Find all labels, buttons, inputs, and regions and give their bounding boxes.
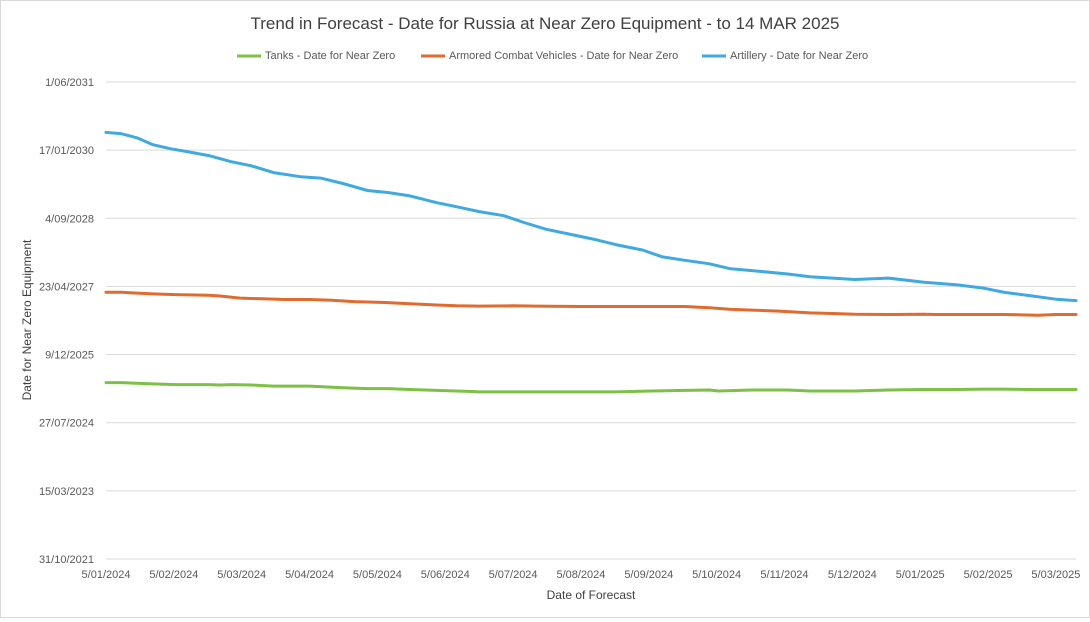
y-tick-label: 15/03/2023 <box>39 486 94 498</box>
x-tick-label: 5/05/2024 <box>353 569 402 581</box>
series-line-0 <box>104 381 1078 394</box>
legend-label-1: Armored Combat Vehicles - Date for Near … <box>449 50 678 62</box>
legend-label-2: Artillery - Date for Near Zero <box>730 50 868 62</box>
y-tick-label: 23/04/2027 <box>39 281 94 293</box>
gridlines <box>106 81 1076 492</box>
y-axis-ticks: 31/10/2021 15/03/2023 27/07/2024 9/12/2025 2… <box>39 77 94 566</box>
x-tick-label: 5/01/2025 <box>896 569 945 581</box>
x-tick-label: 5/11/2024 <box>760 569 808 581</box>
y-tick-label: 4/09/2028 <box>45 213 94 225</box>
legend: Tanks - Date for Near Zero Armored Combat… <box>237 50 868 62</box>
x-tick-label: 5/03/2024 <box>217 569 266 581</box>
series-line-2 <box>104 130 1078 303</box>
x-tick-label: 5/01/2024 <box>82 569 131 581</box>
x-tick-label: 5/12/2024 <box>828 569 877 581</box>
series-line-1 <box>104 290 1078 317</box>
x-tick-label: 5/10/2024 <box>692 569 741 581</box>
legend-label-0: Tanks - Date for Near Zero <box>265 50 395 62</box>
y-tick-label: 31/10/2021 <box>39 554 94 566</box>
chart-title: Trend in Forecast - Date for Russia at N… <box>251 14 840 33</box>
x-tick-label: 5/02/2024 <box>149 569 198 581</box>
series-lines <box>104 130 1078 394</box>
x-tick-label: 5/07/2024 <box>489 569 538 581</box>
y-tick-label: 27/07/2024 <box>39 418 94 430</box>
y-tick-label: 1/06/2031 <box>45 77 94 89</box>
y-tick-label: 17/01/2030 <box>39 145 94 157</box>
x-tick-label: 5/06/2024 <box>421 569 470 581</box>
y-tick-label: 9/12/2025 <box>45 350 94 362</box>
x-axis-ticks: 5/01/2024 5/02/2024 5/03/2024 5/04/2024 5/05… <box>82 569 1081 581</box>
x-tick-label: 5/04/2024 <box>285 569 334 581</box>
x-axis-label: Date of Forecast <box>547 588 636 602</box>
y-axis-label: Date for Near Zero Equipment <box>20 239 34 400</box>
x-tick-label: 5/09/2024 <box>624 569 673 581</box>
x-tick-label: 5/03/2025 <box>1031 569 1080 581</box>
x-tick-label: 5/08/2024 <box>556 569 605 581</box>
x-tick-label: 5/02/2025 <box>964 569 1013 581</box>
